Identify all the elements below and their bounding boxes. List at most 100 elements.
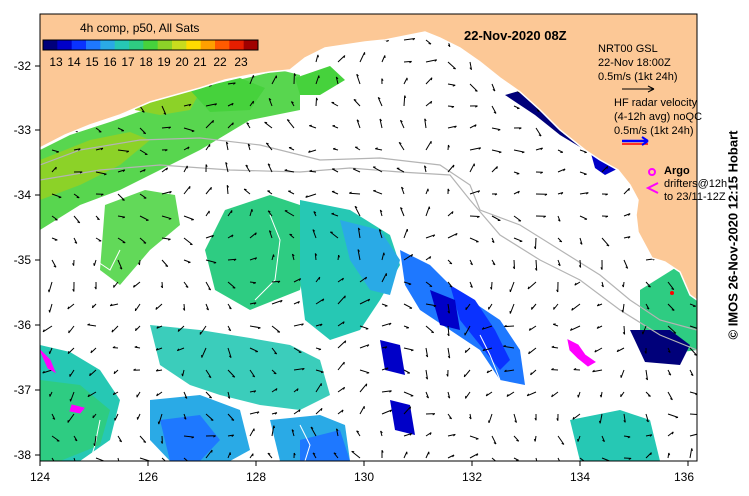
velocity-vector (356, 119, 361, 129)
velocity-vector-head (231, 419, 235, 421)
velocity-vector (401, 186, 405, 195)
velocity-vector (506, 391, 515, 397)
velocity-vector (333, 452, 339, 459)
velocity-vector-head (671, 309, 675, 311)
velocity-vector-head (42, 329, 45, 333)
velocity-vector-head (143, 169, 146, 172)
velocity-vector (425, 347, 429, 358)
velocity-vector (226, 185, 229, 195)
colorbar-gradient (43, 40, 259, 50)
velocity-vector (271, 325, 281, 333)
velocity-vector-head (572, 416, 575, 420)
velocity-vector-head (698, 80, 700, 82)
velocity-vector-head (135, 328, 137, 331)
velocity-vector-head (338, 254, 340, 258)
velocity-vector (425, 432, 432, 437)
velocity-vector (557, 168, 566, 173)
velocity-vector-head (537, 465, 539, 467)
velocity-vector (469, 61, 472, 70)
velocity-vector-head (121, 199, 125, 201)
colorbar-segment (143, 40, 159, 50)
velocity-vector (447, 325, 450, 336)
velocity-vector-head (616, 349, 619, 352)
velocity-vector-head (469, 416, 472, 420)
velocity-vector-head (381, 78, 384, 81)
velocity-vector (315, 97, 317, 107)
velocity-vector (249, 325, 261, 329)
velocity-vector-head (699, 433, 701, 435)
velocity-vector-head (627, 436, 631, 439)
velocity-vector-head (506, 394, 509, 397)
velocity-vector-head (574, 282, 577, 286)
colorbar-segment (129, 40, 144, 50)
velocity-vector (337, 340, 347, 349)
velocity-vector-head (429, 256, 432, 259)
velocity-vector-head (112, 392, 116, 395)
velocity-vector-head (560, 192, 564, 195)
velocity-vector (469, 435, 479, 440)
velocity-vector (469, 190, 480, 195)
velocity-vector (309, 170, 317, 173)
velocity-vector (201, 347, 207, 358)
velocity-vector-head (383, 252, 385, 256)
colorbar-segment (229, 40, 245, 50)
velocity-vector-head (625, 266, 629, 269)
colorbar-segment (100, 40, 116, 50)
velocity-vector-head (301, 323, 304, 326)
velocity-vector-head (343, 55, 346, 59)
velocity-vector (530, 369, 537, 376)
velocity-vector (243, 188, 251, 195)
velocity-vector (331, 191, 339, 195)
velocity-vector-head (94, 286, 97, 290)
velocity-vector (73, 148, 81, 151)
velocity-vector-head (596, 326, 599, 329)
velocity-vector (249, 232, 257, 239)
velocity-vector (205, 186, 212, 195)
velocity-vector (689, 347, 697, 356)
colorbar-title: 4h comp, p50, All Sats (80, 21, 199, 35)
velocity-vector-head (429, 432, 432, 436)
velocity-vector-head (671, 431, 674, 435)
velocity-vector (177, 347, 185, 352)
velocity-vector (183, 457, 189, 461)
velocity-vector (135, 325, 141, 332)
velocity-vector (447, 125, 457, 129)
velocity-vector (337, 295, 346, 305)
velocity-vector (623, 259, 629, 269)
velocity-vector-head (503, 345, 506, 347)
velocity-vector (645, 413, 649, 423)
velocity-vector (177, 325, 185, 332)
velocity-vector-head (412, 38, 416, 41)
velocity-vector-head (556, 289, 559, 293)
velocity-vector-head (410, 349, 414, 352)
velocity-vector-head (252, 375, 255, 378)
velocity-vector-head (273, 425, 276, 429)
velocity-vector-head (490, 286, 492, 290)
velocity-vector-head (308, 150, 311, 153)
velocity-vector-head (409, 60, 412, 64)
velocity-vector (161, 105, 167, 115)
velocity-vector-head (573, 368, 577, 371)
velocity-vector-head (168, 218, 172, 220)
velocity-vector-head (228, 355, 232, 358)
velocity-vector (381, 367, 389, 371)
velocity-vector-head (647, 395, 651, 397)
velocity-vector-head (536, 109, 540, 113)
velocity-vector-head (453, 434, 456, 437)
velocity-vector-head (354, 205, 358, 209)
velocity-vector-head (119, 267, 123, 270)
velocity-vector-head (606, 166, 609, 169)
velocity-vector (403, 433, 412, 437)
velocity-vector-head (232, 287, 236, 289)
velocity-vector-head (122, 216, 126, 219)
velocity-vector-head (112, 346, 116, 349)
velocity-vector-head (320, 408, 323, 411)
velocity-vector-head (168, 238, 171, 241)
velocity-vector (579, 171, 587, 175)
velocity-vector-head (341, 409, 344, 413)
velocity-vector-head (650, 452, 652, 456)
velocity-vector-head (160, 441, 163, 444)
velocity-vector-head (476, 216, 480, 219)
lat-label: -37 (14, 383, 32, 397)
